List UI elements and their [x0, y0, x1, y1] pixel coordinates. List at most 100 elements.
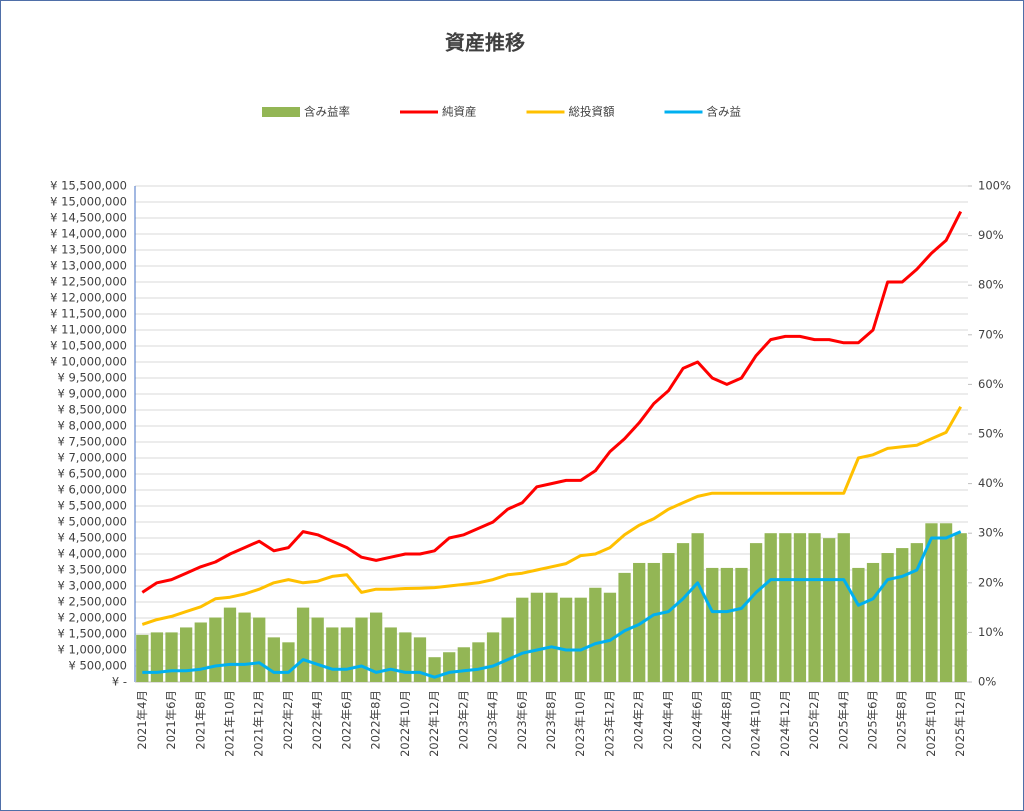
y-tick-label: ¥ 6,500,000	[58, 467, 128, 481]
y-tick-label: ¥ 8,500,000	[58, 403, 128, 417]
y2-tick-label: 60%	[978, 377, 1004, 391]
bar	[735, 567, 748, 682]
bar	[267, 637, 280, 682]
legend-label: 総投資額	[569, 105, 615, 119]
bar	[369, 612, 383, 682]
y-tick-label: ¥ 2,000,000	[58, 611, 128, 625]
bar	[720, 567, 734, 682]
y2-tick-label: 90%	[978, 228, 1004, 242]
bar	[823, 538, 836, 682]
x-tick-label: 2021年12月	[252, 690, 266, 757]
y-tick-label: ¥ 10,000,000	[50, 355, 127, 369]
bar	[413, 637, 427, 682]
y-tick-label: ¥ 7,000,000	[58, 451, 128, 465]
chart-title: 資産推移	[445, 31, 525, 55]
y2-tick-label: 0%	[978, 675, 996, 689]
x-tick-label: 2022年12月	[427, 690, 441, 757]
legend-label: 含み益率	[304, 105, 350, 119]
y2-tick-label: 100%	[978, 179, 1011, 193]
bar	[296, 607, 310, 682]
legend-label: 純資産	[442, 105, 477, 119]
x-tick-label: 2022年10月	[398, 690, 412, 757]
x-tick-label: 2025年10月	[924, 690, 938, 757]
y-tick-label: ¥ 12,500,000	[50, 275, 127, 289]
x-tick-label: 2023年4月	[486, 690, 500, 750]
bar	[779, 533, 792, 682]
y-tick-label: ¥ 4,500,000	[58, 531, 128, 545]
bar	[852, 567, 865, 682]
y-tick-label: ¥ 14,000,000	[50, 227, 127, 241]
bar	[618, 572, 631, 682]
x-tick-label: 2024年6月	[690, 690, 704, 750]
bar	[253, 617, 266, 682]
bar	[633, 562, 646, 682]
bar	[194, 622, 207, 682]
y-tick-label: ¥ 3,500,000	[58, 563, 128, 577]
bar	[311, 617, 324, 682]
bar	[399, 632, 412, 682]
bar	[808, 533, 821, 682]
y2-tick-label: 70%	[978, 327, 1004, 341]
y2-tick-label: 30%	[978, 526, 1004, 540]
y-tick-label: ¥ 500,000	[68, 659, 127, 673]
bar	[486, 632, 500, 682]
y-tick-label: ¥ 5,000,000	[58, 515, 128, 529]
y2-tick-label: 40%	[978, 476, 1004, 490]
y-tick-label: ¥ 9,500,000	[58, 371, 128, 385]
x-tick-label: 2024年4月	[661, 690, 675, 750]
bar	[136, 634, 149, 682]
legend-swatch	[262, 107, 300, 117]
y-tick-label: ¥ 8,000,000	[58, 419, 128, 433]
x-tick-label: 2021年6月	[164, 690, 178, 750]
x-tick-label: 2022年4月	[310, 690, 324, 750]
bar	[238, 612, 251, 682]
y2-tick-label: 20%	[978, 575, 1004, 589]
bar	[340, 627, 354, 682]
y2-tick-label: 80%	[978, 278, 1004, 292]
y-tick-label: ¥ 4,000,000	[58, 547, 128, 561]
y-tick-label: ¥ 6,000,000	[58, 483, 128, 497]
bar	[706, 567, 719, 682]
y-tick-label: ¥ 3,000,000	[58, 579, 128, 593]
line	[141, 210, 963, 594]
bar	[749, 543, 763, 682]
x-tick-label: 2021年8月	[193, 690, 207, 750]
y-tick-label: ¥ 5,500,000	[58, 499, 128, 513]
bar	[530, 592, 544, 682]
bar	[574, 597, 587, 682]
bar	[355, 617, 368, 682]
bar	[647, 562, 660, 682]
y-tick-label: ¥ 11,000,000	[50, 323, 127, 337]
bar	[545, 592, 558, 682]
x-tick-label: 2023年8月	[544, 690, 558, 750]
x-tick-label: 2023年6月	[515, 690, 529, 750]
x-tick-label: 2025年6月	[866, 690, 880, 750]
x-tick-label: 2022年8月	[369, 690, 383, 750]
y2-tick-label: 10%	[978, 625, 1004, 639]
x-tick-label: 2025年2月	[807, 690, 821, 750]
bar	[501, 617, 514, 682]
y-tick-label: ¥ 1,000,000	[58, 643, 128, 657]
y-tick-label: ¥ 11,500,000	[50, 307, 127, 321]
x-tick-label: 2025年12月	[953, 690, 967, 757]
bar	[282, 642, 295, 682]
x-tick-label: 2021年10月	[222, 690, 236, 757]
y-tick-label: ¥ 2,500,000	[58, 595, 128, 609]
y-tick-label: ¥ 15,000,000	[50, 195, 127, 209]
bar	[223, 607, 237, 682]
bar	[559, 597, 573, 682]
x-tick-label: 2025年4月	[836, 690, 850, 750]
y-tick-label: ¥ 9,000,000	[58, 387, 128, 401]
y-tick-label: ¥ 1,500,000	[58, 627, 128, 641]
bar	[866, 562, 880, 682]
x-tick-label: 2023年10月	[573, 690, 587, 757]
bar	[896, 548, 909, 682]
x-tick-label: 2024年2月	[632, 690, 646, 750]
x-tick-label: 2022年2月	[281, 690, 295, 750]
bar	[676, 543, 690, 682]
bar	[793, 533, 807, 682]
bar	[925, 523, 938, 682]
y-tick-label: ¥ 7,500,000	[58, 435, 128, 449]
